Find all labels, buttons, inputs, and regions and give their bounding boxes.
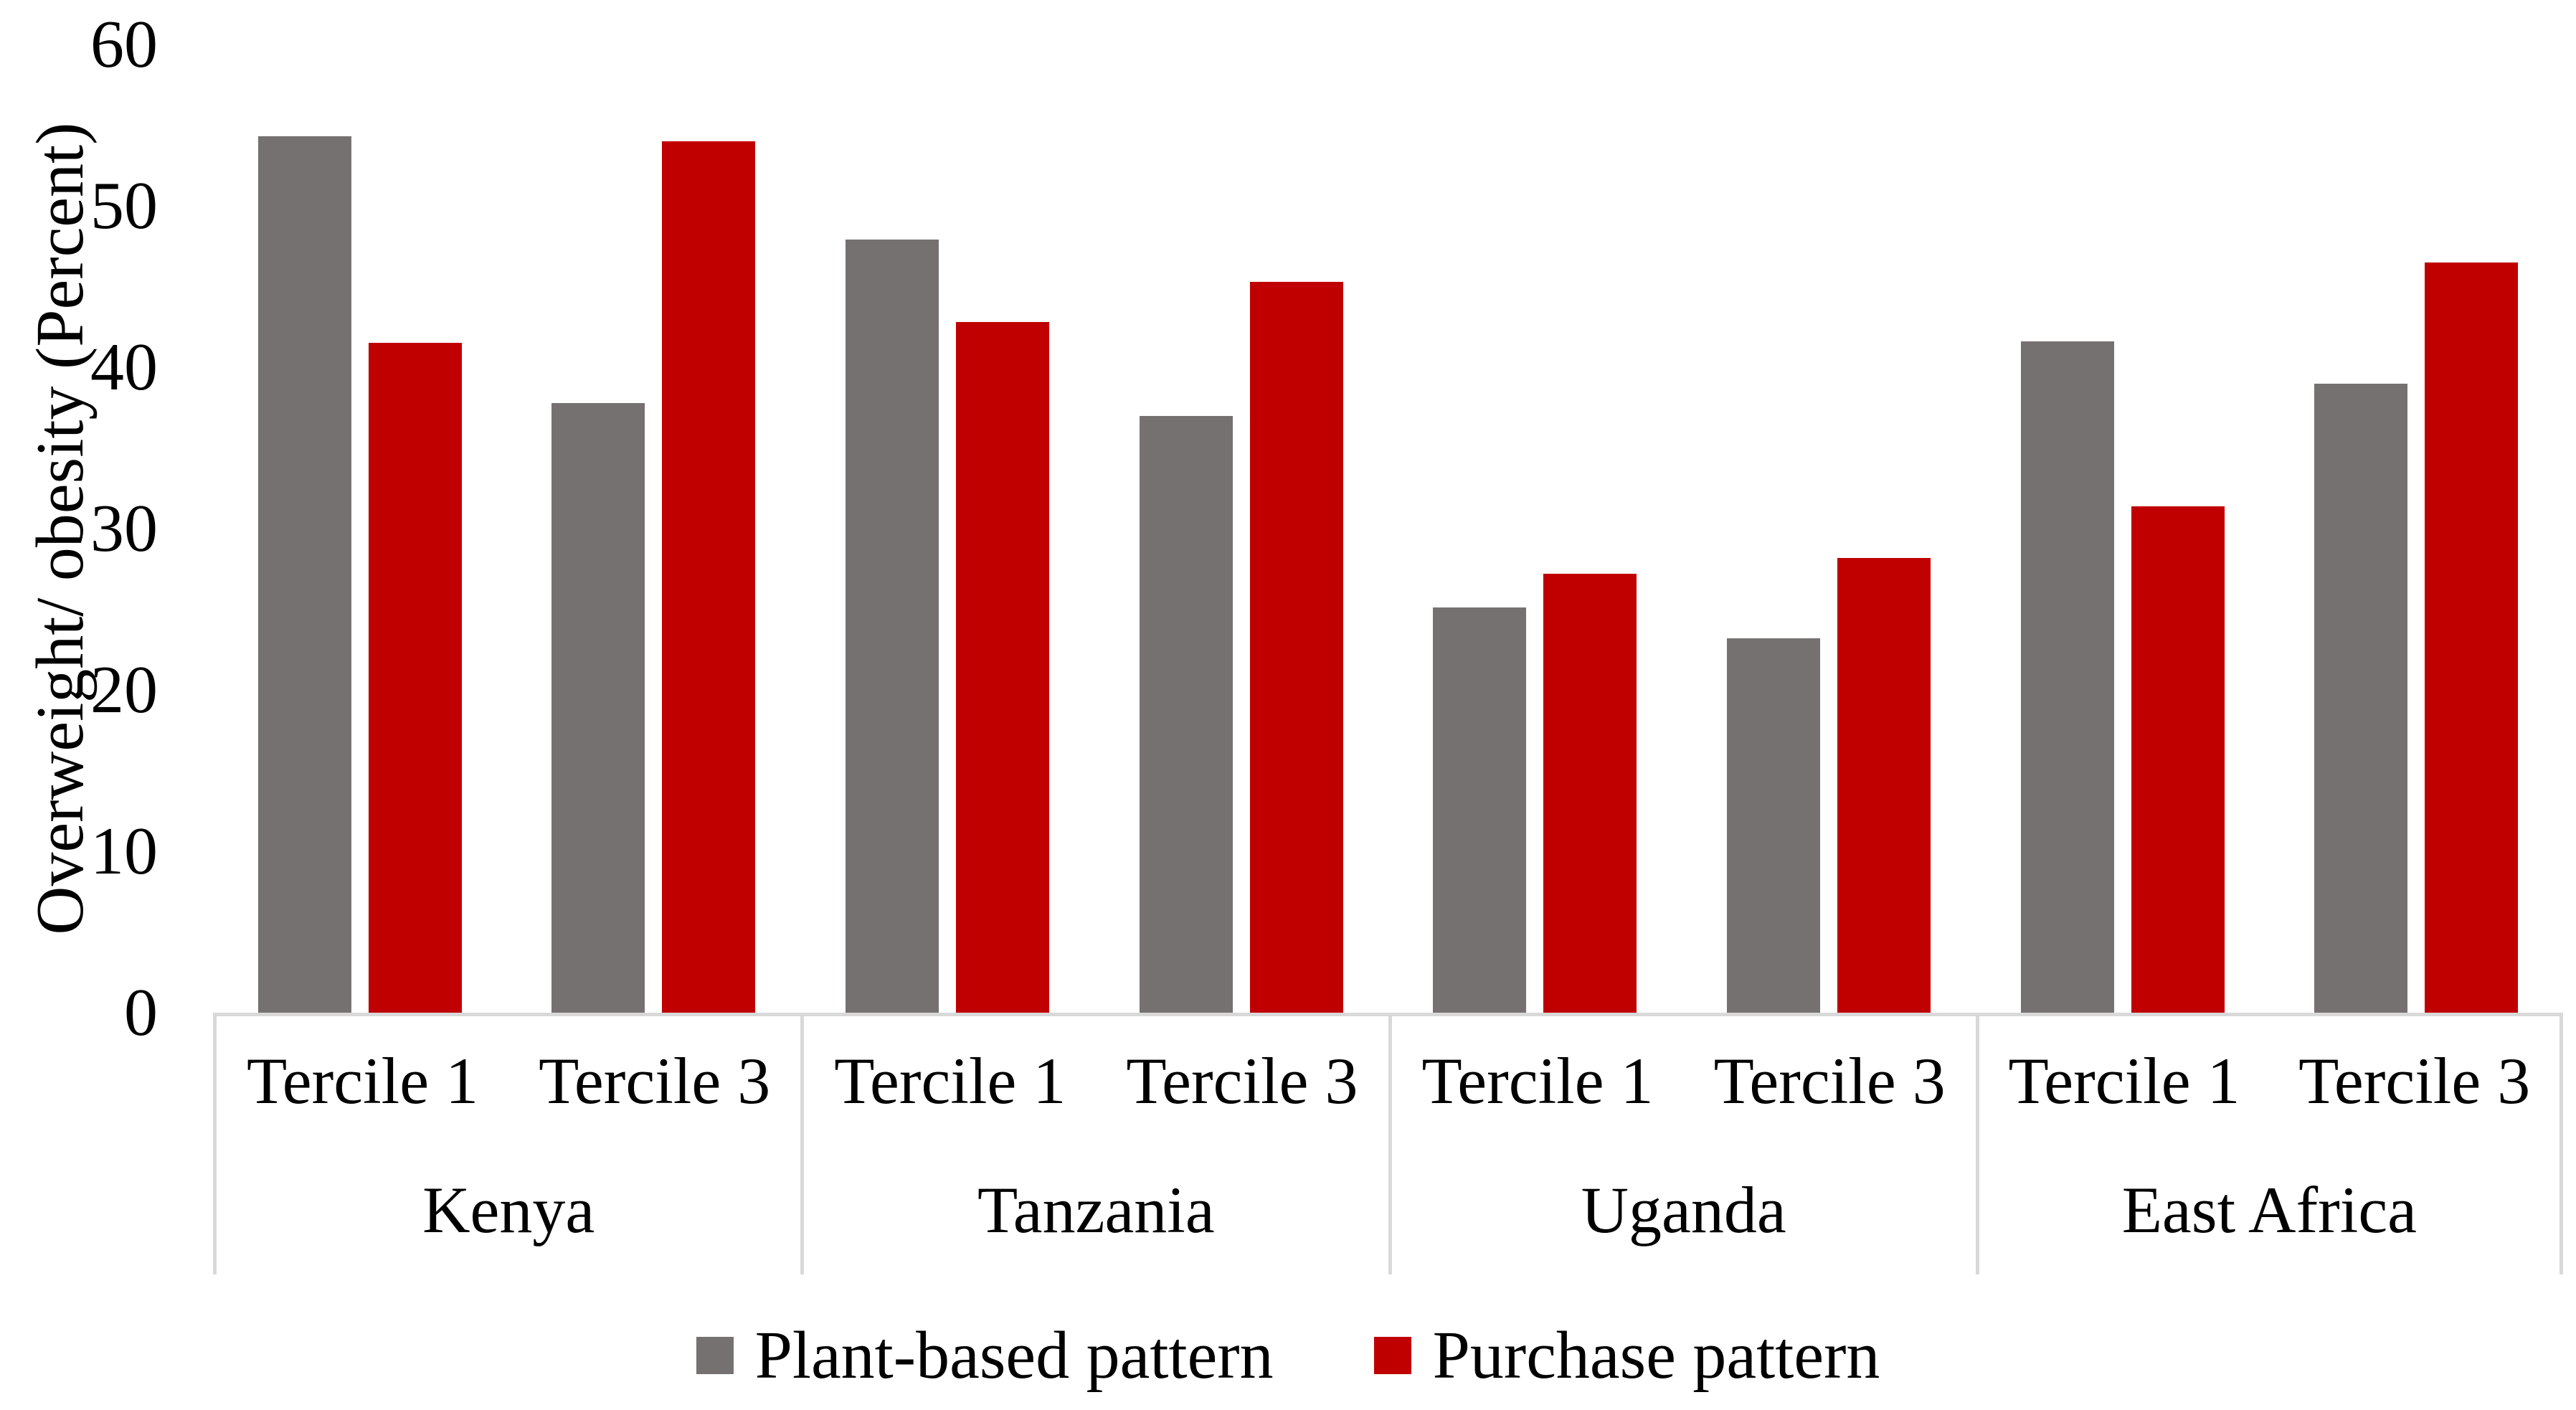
country-label: East Africa xyxy=(2121,1173,2417,1246)
category-axis-table: Tercile 1 Tercile 3 Kenya Tercile 1 Tercile … xyxy=(213,1013,2563,1274)
tercile-row: Tercile 1 Tercile 3 xyxy=(217,1016,800,1145)
tercile-label: Tercile 1 xyxy=(247,1044,479,1117)
bar-plant-based-pattern xyxy=(1726,638,1820,1013)
bar-purchase-pattern xyxy=(662,141,756,1013)
bar-plant-based-pattern xyxy=(2314,383,2408,1013)
bar-plant-based-pattern xyxy=(257,136,351,1013)
legend-swatch xyxy=(1373,1337,1411,1374)
legend-swatch xyxy=(696,1337,734,1374)
y-tick-label: 40 xyxy=(90,330,158,404)
y-tick-label: 50 xyxy=(90,169,158,243)
tercile-label: Tercile 1 xyxy=(834,1044,1066,1117)
legend-label: Purchase pattern xyxy=(1432,1318,1880,1393)
legend: Plant-based pattern Purchase pattern xyxy=(0,1311,2576,1400)
bar-plant-based-pattern xyxy=(846,240,939,1013)
y-tick-label: 20 xyxy=(90,653,158,727)
tercile-label: Tercile 3 xyxy=(1126,1044,1358,1117)
category-slot xyxy=(213,44,507,1013)
legend-item: Plant-based pattern xyxy=(696,1317,1274,1394)
bar-purchase-pattern xyxy=(1837,557,1931,1013)
bar-plant-based-pattern xyxy=(1433,607,1527,1013)
y-tick-label: 60 xyxy=(90,7,158,82)
bar-purchase-pattern xyxy=(2131,506,2225,1013)
country-group-cell: Tercile 1 Tercile 3 East Africa xyxy=(1975,1016,2563,1274)
category-slot xyxy=(1976,44,2270,1013)
tercile-label: Tercile 1 xyxy=(2008,1044,2240,1117)
y-tick-label: 10 xyxy=(90,814,158,889)
category-slot xyxy=(1682,44,1976,1013)
bar-purchase-pattern xyxy=(1543,574,1637,1013)
category-slot xyxy=(1388,44,1682,1013)
category-slot xyxy=(507,44,801,1013)
tercile-label: Tercile 3 xyxy=(539,1044,771,1117)
tercile-row: Tercile 1 Tercile 3 xyxy=(804,1016,1388,1145)
country-label: Kenya xyxy=(422,1173,595,1246)
tercile-label: Tercile 3 xyxy=(2298,1044,2531,1117)
bar-plant-based-pattern xyxy=(551,402,645,1013)
legend-item: Purchase pattern xyxy=(1373,1317,1880,1394)
country-group-cell: Tercile 1 Tercile 3 Uganda xyxy=(1388,1016,1976,1274)
tercile-label: Tercile 1 xyxy=(1421,1044,1654,1117)
category-slot xyxy=(800,44,1094,1013)
legend-label: Plant-based pattern xyxy=(754,1318,1274,1393)
y-tick-label: 0 xyxy=(124,975,158,1050)
plot-area xyxy=(213,44,2563,1013)
bar-plant-based-pattern xyxy=(2020,341,2114,1013)
y-tick-label: 30 xyxy=(90,491,158,566)
country-label: Tanzania xyxy=(977,1173,1215,1246)
bar-purchase-pattern xyxy=(1249,281,1343,1013)
category-slot xyxy=(1094,44,1388,1013)
tercile-row: Tercile 1 Tercile 3 xyxy=(1392,1016,1976,1145)
country-label: Uganda xyxy=(1581,1173,1786,1246)
tercile-row: Tercile 1 Tercile 3 xyxy=(1979,1016,2560,1145)
country-group-cell: Tercile 1 Tercile 3 Tanzania xyxy=(800,1016,1388,1274)
bar-purchase-pattern xyxy=(368,343,462,1013)
category-slot xyxy=(2269,44,2563,1013)
tercile-label: Tercile 3 xyxy=(1713,1044,1946,1117)
bar-plant-based-pattern xyxy=(1139,415,1233,1013)
bar-purchase-pattern xyxy=(2425,262,2519,1013)
country-group-cell: Tercile 1 Tercile 3 Kenya xyxy=(213,1016,800,1274)
bar-purchase-pattern xyxy=(956,322,1050,1013)
